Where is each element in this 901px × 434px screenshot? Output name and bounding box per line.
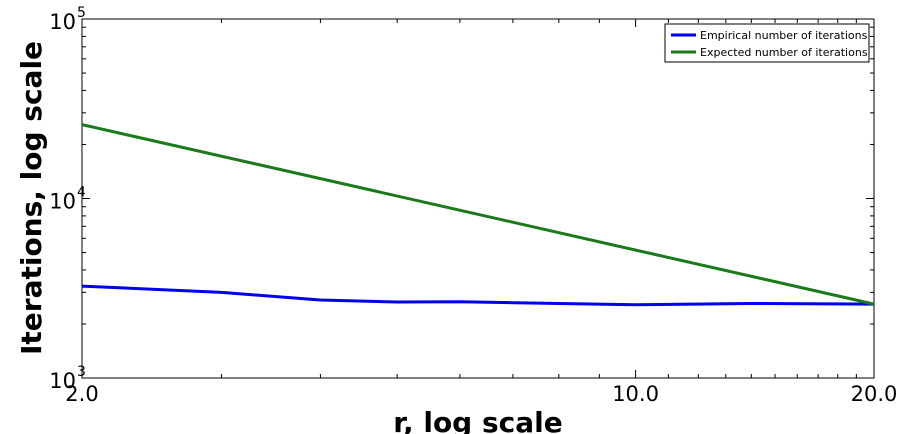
y-tick-base: 10	[49, 10, 76, 34]
series-line-1	[81, 123, 875, 306]
legend-label-empirical: Empirical number of iterations	[700, 29, 868, 42]
series-lines	[81, 123, 875, 307]
x-tick-label: 10.0	[612, 382, 659, 406]
y-tick-exponent: 4	[77, 185, 86, 201]
x-tick-label: 2.0	[65, 382, 98, 406]
legend: Empirical number of iterations Expected …	[664, 23, 870, 63]
y-tick-exponent: 3	[77, 364, 86, 380]
y-tick-label: 10 4	[49, 185, 86, 214]
x-axis-label: r, log scale	[393, 406, 562, 434]
y-tick-base: 10	[49, 369, 76, 393]
legend-box	[664, 23, 870, 63]
y-tick-label: 10 3	[49, 364, 86, 393]
y-axis-label: Iterations, log scale	[15, 41, 48, 355]
y-tick-exponent: 5	[77, 5, 86, 21]
legend-label-expected: Expected number of iterations	[700, 46, 868, 59]
y-tick-base: 10	[49, 190, 76, 214]
series-line-0	[81, 284, 875, 307]
plot-area	[81, 18, 875, 379]
y-tick-label: 10 5	[49, 5, 86, 34]
axis-ticks	[81, 18, 875, 379]
x-tick-label: 20.0	[851, 382, 898, 406]
